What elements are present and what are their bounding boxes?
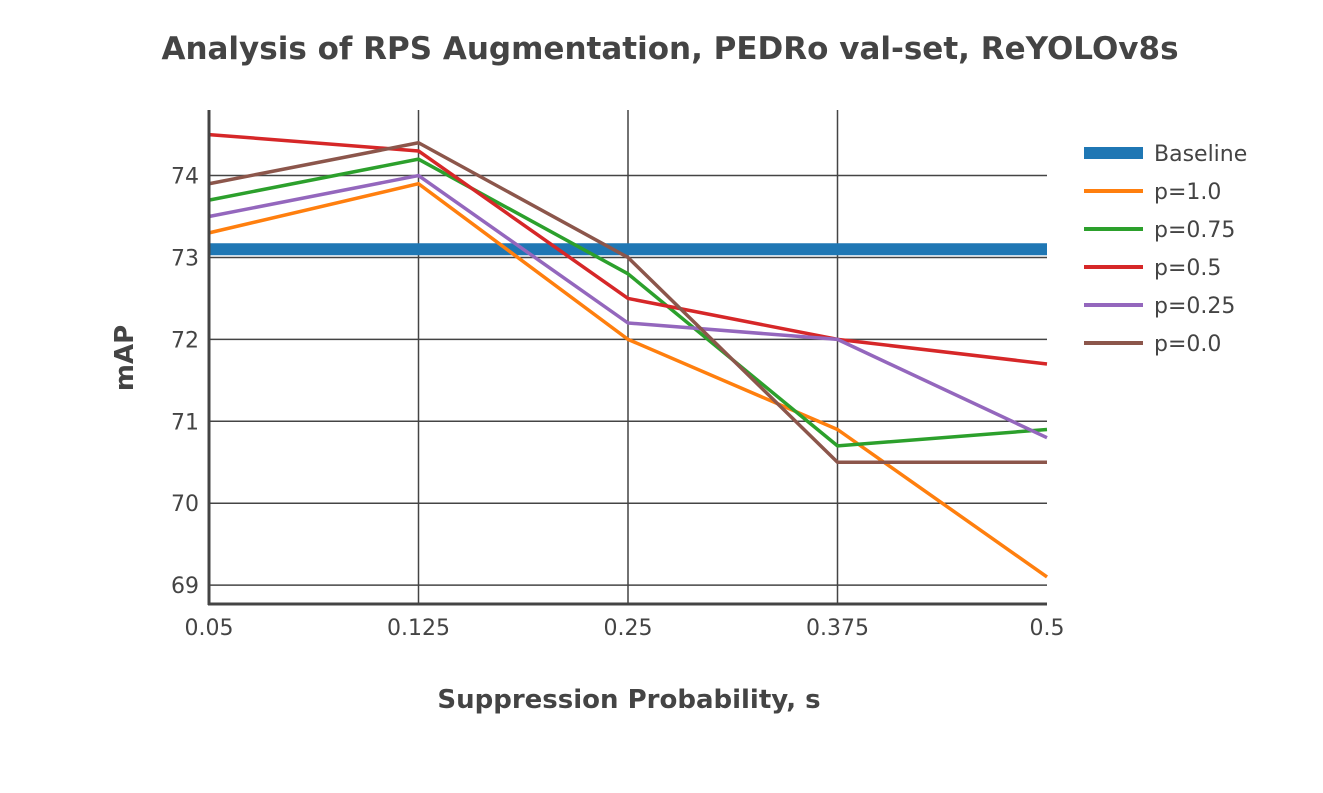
y-tick-label: 72 xyxy=(171,328,199,353)
x-tick-label: 0.05 xyxy=(185,616,234,641)
series-layer xyxy=(208,132,1049,579)
x-axis-title: Suppression Probability, s xyxy=(437,685,820,715)
legend-item: p=0.25 xyxy=(1084,294,1235,319)
legend-item: p=0.5 xyxy=(1084,256,1221,281)
series-line-p-0-75 xyxy=(208,157,1048,448)
y-tick-label: 73 xyxy=(171,246,199,271)
legend-item: Baseline xyxy=(1084,142,1247,167)
y-tick-label: 74 xyxy=(171,165,199,190)
series-line-p-0-5 xyxy=(208,132,1048,366)
axes xyxy=(207,110,1047,606)
legend-item: p=1.0 xyxy=(1084,180,1221,205)
x-tick-label: 0.25 xyxy=(604,616,653,641)
legend-label: p=0.5 xyxy=(1154,256,1221,281)
x-tick-label: 0.125 xyxy=(387,616,450,641)
legend: Baseline p=1.0 p=0.75 p=0.5 p=0.25 p=0.0 xyxy=(1084,142,1247,357)
x-tick-label: 0.375 xyxy=(806,616,869,641)
y-axis-title: mAP xyxy=(110,325,140,391)
legend-label: p=0.0 xyxy=(1154,332,1221,357)
tick-labels: 69 70 71 72 73 74 0.05 0.125 0.25 0.375 0.5 xyxy=(171,165,1065,641)
y-tick-label: 70 xyxy=(171,492,199,517)
chart-title: Analysis of RPS Augmentation, PEDRo val-… xyxy=(161,31,1178,67)
legend-label: p=1.0 xyxy=(1154,180,1221,205)
series-line-p-1-0 xyxy=(208,181,1049,579)
series-line-p-0-0 xyxy=(208,141,1047,465)
legend-label: p=0.25 xyxy=(1154,294,1235,319)
legend-item: p=0.75 xyxy=(1084,218,1235,243)
x-tick-label: 0.5 xyxy=(1030,616,1065,641)
y-tick-label: 71 xyxy=(171,410,199,435)
y-tick-label: 69 xyxy=(171,574,199,599)
legend-label: p=0.75 xyxy=(1154,218,1235,243)
legend-item: p=0.0 xyxy=(1084,332,1221,357)
legend-label: Baseline xyxy=(1154,142,1247,167)
series-line-p-0-25 xyxy=(208,173,1048,440)
